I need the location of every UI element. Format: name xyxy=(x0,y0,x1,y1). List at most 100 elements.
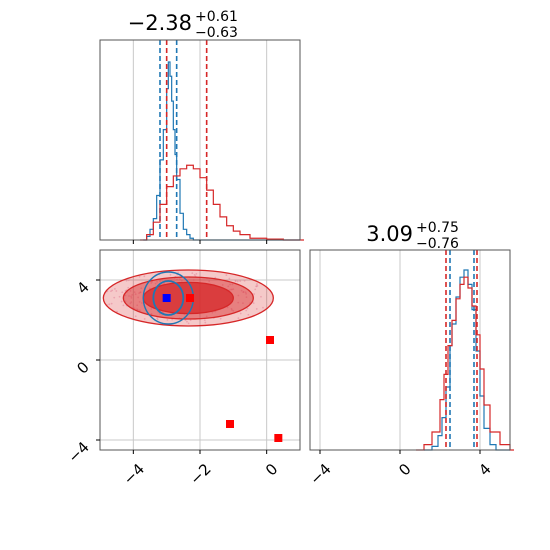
joint-sample-118 xyxy=(140,287,143,290)
joint-sample-34 xyxy=(180,279,183,282)
joint-sample-81 xyxy=(243,279,246,282)
joint-sample-87 xyxy=(204,321,207,324)
joint-sample-66 xyxy=(150,308,153,310)
title-2-main: 3.09 xyxy=(366,222,413,246)
joint-sample-43 xyxy=(156,318,159,321)
joint-sample-148 xyxy=(111,289,114,292)
joint-xtick-label-0: −4 xyxy=(120,460,148,488)
joint-sample-153 xyxy=(138,275,141,278)
joint-xtick-label-1: −2 xyxy=(186,460,214,488)
title-2-sub: −0.76 xyxy=(416,236,459,252)
joint-sample-70 xyxy=(115,290,118,292)
joint-sample-92 xyxy=(150,312,153,315)
joint-sample-128 xyxy=(205,315,208,318)
joint-sample-4 xyxy=(133,307,136,310)
joint-sample-150 xyxy=(231,309,233,311)
joint-ytick-label-2: 4 xyxy=(73,278,92,297)
joint-ytick-label-0: −4 xyxy=(64,438,92,466)
joint-xtick-label-2: 0 xyxy=(262,460,281,479)
marginal-panel-param-2 xyxy=(309,249,514,451)
joint-sample-37 xyxy=(237,317,240,320)
joint-sample-78 xyxy=(129,290,132,292)
joint-sample-39 xyxy=(184,319,187,321)
joint-sample-142 xyxy=(219,317,222,320)
joint-sample-157 xyxy=(128,295,130,297)
joint-sample-11 xyxy=(262,306,264,309)
joint-sample-126 xyxy=(247,313,250,316)
joint-sample-73 xyxy=(179,278,181,281)
joint-sample-83 xyxy=(245,309,248,312)
title-1-sub: −0.63 xyxy=(195,25,238,41)
joint-sample-139 xyxy=(156,281,158,283)
joint-sample-40 xyxy=(140,302,143,304)
joint-sample-68 xyxy=(124,294,127,297)
right-xtick-label-2: 4 xyxy=(475,460,494,479)
title-1-sup: +0.61 xyxy=(195,9,238,25)
joint-sample-16 xyxy=(225,274,228,277)
joint-sample-86 xyxy=(113,296,116,299)
tick-labels: −4 −2 0 −4 0 4 −4 0 4 xyxy=(64,240,495,488)
title-param-2: 3.09 xyxy=(366,222,413,246)
joint-sample-23 xyxy=(131,293,134,296)
joint-sample-41 xyxy=(159,280,161,283)
joint-red-marker-0 xyxy=(266,336,274,344)
joint-blue-contour-1 xyxy=(152,280,185,316)
joint-sample-5 xyxy=(169,273,172,276)
joint-sample-127 xyxy=(125,279,128,282)
joint-sample-129 xyxy=(232,288,235,291)
joint-sample-135 xyxy=(203,319,206,322)
joint-sample-13 xyxy=(237,301,240,304)
joint-sample-30 xyxy=(242,302,244,305)
joint-sample-53 xyxy=(166,319,169,321)
joint-sample-14 xyxy=(127,286,130,289)
joint-sample-144 xyxy=(138,309,141,312)
right-xtick-label-1: 0 xyxy=(395,460,414,479)
joint-sample-119 xyxy=(148,287,151,290)
joint-sample-47 xyxy=(255,283,258,285)
joint-panel xyxy=(99,249,301,451)
joint-sample-42 xyxy=(199,278,201,281)
joint-red-marker-2 xyxy=(274,434,283,442)
joint-sample-115 xyxy=(254,288,257,291)
joint-sample-44 xyxy=(177,271,179,274)
joint-sample-26 xyxy=(221,284,224,286)
joint-sample-32 xyxy=(114,287,116,290)
joint-sample-159 xyxy=(136,304,139,307)
joint-sample-145 xyxy=(230,288,232,291)
joint-sample-72 xyxy=(171,318,174,321)
joint-sample-105 xyxy=(193,273,196,276)
right-hist-series-0 xyxy=(424,269,510,451)
right-hist-series-1 xyxy=(416,276,514,451)
joint-sample-71 xyxy=(143,275,146,278)
joint-sample-117 xyxy=(226,306,229,309)
joint-sample-69 xyxy=(260,295,262,298)
joint-sample-112 xyxy=(130,295,132,298)
joint-sample-109 xyxy=(151,280,154,283)
joint-truth-marker-series-1 xyxy=(186,294,194,302)
joint-sample-95 xyxy=(239,312,242,315)
joint-sample-107 xyxy=(136,308,138,311)
joint-sample-0 xyxy=(118,295,121,298)
joint-ytick-label-1: 0 xyxy=(73,358,92,377)
joint-sample-55 xyxy=(195,273,198,275)
joint-sample-138 xyxy=(252,302,255,305)
joint-sample-155 xyxy=(138,300,141,303)
joint-sample-74 xyxy=(255,285,258,288)
joint-sample-93 xyxy=(186,320,188,323)
joint-sample-28 xyxy=(244,291,247,294)
joint-sample-12 xyxy=(231,283,234,286)
joint-sample-134 xyxy=(246,307,249,310)
joint-sample-79 xyxy=(108,303,111,306)
marginal-panel-param-1 xyxy=(99,39,304,241)
joint-truth-marker-series-0 xyxy=(162,294,171,302)
joint-sample-146 xyxy=(127,279,130,282)
joint-sample-123 xyxy=(154,282,157,285)
joint-sample-58 xyxy=(110,302,113,305)
joint-sample-116 xyxy=(121,291,124,294)
joint-sample-62 xyxy=(240,289,243,292)
joint-sample-25 xyxy=(189,319,192,322)
joint-sample-52 xyxy=(237,294,240,297)
title-1-main: −2.38 xyxy=(128,11,192,35)
joint-sample-1 xyxy=(227,285,230,288)
